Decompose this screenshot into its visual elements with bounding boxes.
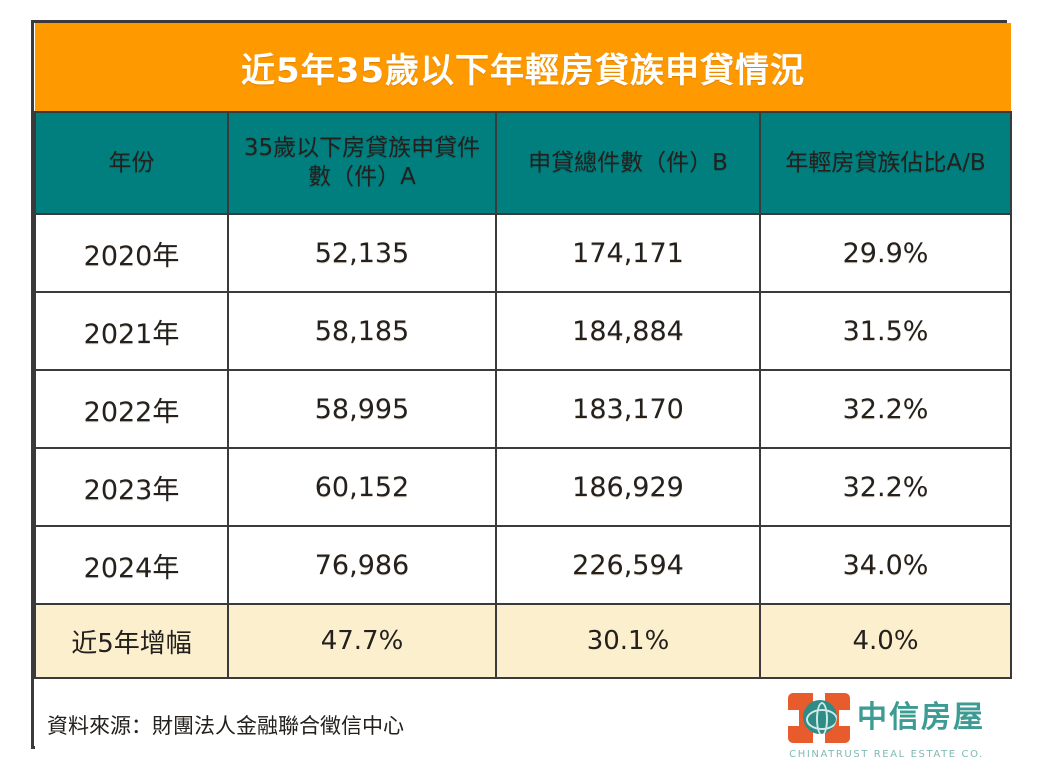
company-logo: 中信房屋 CHINATRUST REAL ESTATE CO. — [788, 691, 985, 760]
footer-row: 資料來源：財團法人金融聯合徵信中心 — [35, 677, 1012, 771]
cell-year: 2020年 — [34, 213, 229, 293]
cell-total-count: 183,170 — [495, 369, 761, 449]
cell-summary-young-growth: 47.7% — [227, 603, 497, 679]
table-row: 2021年 58,185 184,884 31.5% — [34, 291, 1013, 371]
summary-row: 近5年增幅 47.7% 30.1% 4.0% — [34, 603, 1013, 679]
logo-english-name: CHINATRUST REAL ESTATE CO. — [789, 748, 984, 760]
footer-cell: 資料來源：財團法人金融聯合徵信中心 — [35, 677, 1012, 771]
column-header-total-count: 申貸總件數（件）B — [495, 111, 761, 215]
cell-ratio: 34.0% — [758, 525, 1013, 605]
cell-summary-ratio-growth: 4.0% — [758, 603, 1013, 679]
column-header-ratio: 年輕房貸族佔比A/B — [758, 111, 1013, 215]
cell-ratio: 31.5% — [758, 291, 1013, 371]
source-note: 資料來源：財團法人金融聯合徵信中心 — [47, 714, 404, 738]
column-header-year: 年份 — [34, 111, 229, 215]
cell-year: 2024年 — [34, 525, 229, 605]
footer-content: 資料來源：財團法人金融聯合徵信中心 — [35, 679, 1011, 771]
header-row: 年份 35歲以下房貸族申貸件數（件）A 申貸總件數（件）B 年輕房貸族佔比A/B — [34, 111, 1013, 215]
table-row: 2022年 58,995 183,170 32.2% — [34, 369, 1013, 449]
title-cell: 近5年35歲以下年輕房貸族申貸情況 — [35, 23, 1012, 113]
cell-total-count: 186,929 — [495, 447, 761, 527]
cell-total-count: 184,884 — [495, 291, 761, 371]
column-header-young-count: 35歲以下房貸族申貸件數（件）A — [227, 111, 497, 215]
page-title: 近5年35歲以下年輕房貸族申貸情況 — [241, 50, 806, 91]
table-row: 2024年 76,986 226,594 34.0% — [34, 525, 1013, 605]
cell-year: 2021年 — [34, 291, 229, 371]
cell-total-count: 174,171 — [495, 213, 761, 293]
cell-young-count: 58,185 — [227, 291, 497, 371]
chinatrust-globe-icon — [788, 691, 851, 745]
data-table: 近5年35歲以下年輕房貸族申貸情況 年份 35歲以下房貸族申貸件數（件）A 申貸… — [34, 23, 1013, 771]
table-row: 2020年 52,135 174,171 29.9% — [34, 213, 1013, 293]
title-row: 近5年35歲以下年輕房貸族申貸情況 — [35, 23, 1012, 113]
logo-notch-right — [839, 709, 851, 726]
table-row: 2023年 60,152 186,929 32.2% — [34, 447, 1013, 527]
logo-chinese-name: 中信房屋 — [857, 699, 986, 735]
cell-young-count: 58,995 — [227, 369, 497, 449]
cell-summary-total-growth: 30.1% — [495, 603, 761, 679]
cell-year: 2023年 — [34, 447, 229, 527]
cell-ratio: 32.2% — [758, 447, 1013, 527]
logo-row: 中信房屋 — [788, 691, 985, 745]
cell-ratio: 32.2% — [758, 369, 1013, 449]
cell-young-count: 60,152 — [227, 447, 497, 527]
cell-young-count: 52,135 — [227, 213, 497, 293]
logo-notch-left — [788, 709, 800, 726]
cell-year: 2022年 — [34, 369, 229, 449]
cell-young-count: 76,986 — [227, 525, 497, 605]
cell-total-count: 226,594 — [495, 525, 761, 605]
cell-ratio: 29.9% — [758, 213, 1013, 293]
cell-summary-label: 近5年增幅 — [34, 603, 229, 679]
table-container: 近5年35歲以下年輕房貸族申貸情況 年份 35歲以下房貸族申貸件數（件）A 申貸… — [31, 20, 1013, 771]
globe-icon — [803, 699, 838, 734]
